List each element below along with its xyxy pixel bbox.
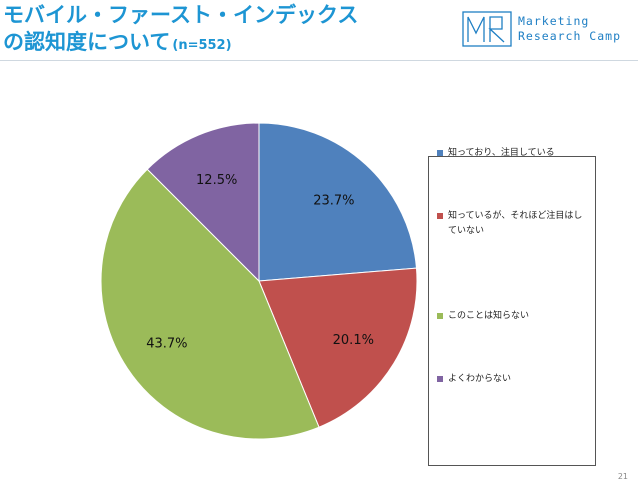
page-title-line2: の認知度について (n=552) (3, 29, 443, 59)
brand-logo-line1: Marketing (518, 14, 590, 28)
pie-slice-4 (146, 122, 260, 283)
legend-item-3: このことは知らない (437, 309, 591, 324)
chart-legend: 知っており、注目している知っているが、それほど注目はしていないこのことは知らない… (428, 148, 596, 466)
legend-label-3: このことは知らない (448, 311, 530, 321)
title-block: モバイル・ファースト・インデックス の認知度について (n=552) (3, 2, 443, 59)
legend-item-1: 知っており、注目している (437, 146, 591, 161)
page-number: 21 (617, 472, 628, 481)
brand-logo-line2: Research Camp (518, 29, 622, 43)
brand-logo: Marketing Research Camp (462, 11, 632, 47)
pie-slice-1 (258, 122, 418, 282)
legend-swatch-1 (437, 150, 443, 156)
pie-slice-2 (258, 267, 418, 428)
chart-area: 23.7% 20.1% 43.7% 12.5% 知っており、注目している知っているが、… (0, 62, 638, 487)
brand-logo-text: Marketing Research Camp (518, 14, 621, 44)
legend-label-2: 知っているが、それほど注目はしていない (448, 211, 583, 236)
brand-logo-mark-icon (462, 11, 512, 47)
pie-slice-3 (100, 168, 320, 440)
legend-swatch-4 (437, 376, 443, 382)
pie-chart: 23.7% 20.1% 43.7% 12.5% (100, 122, 418, 440)
page-title-line1: モバイル・ファースト・インデックス (3, 3, 359, 27)
pie-data-label-1: 23.7% (313, 194, 354, 209)
legend-item-2: 知っているが、それほど注目はしていない (437, 209, 591, 239)
legend-label-4: よくわからない (448, 374, 512, 384)
pie-data-label-4: 12.5% (196, 173, 237, 188)
legend-label-1: 知っており、注目している (448, 148, 555, 158)
legend-swatch-3 (437, 313, 443, 319)
title-divider (0, 60, 638, 61)
page-title-line2-text: の認知度について (3, 30, 171, 54)
pie-data-label-3: 43.7% (146, 336, 187, 351)
pie-data-label-2: 20.1% (333, 333, 374, 348)
legend-swatch-2 (437, 213, 443, 219)
sample-size-label: (n=552) (172, 38, 232, 53)
legend-item-4: よくわからない (437, 372, 591, 387)
